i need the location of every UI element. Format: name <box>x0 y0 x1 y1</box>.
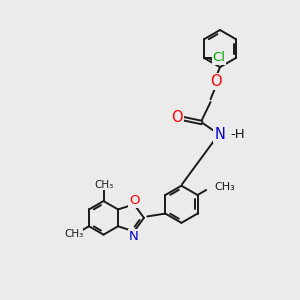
Text: O: O <box>210 74 221 89</box>
Text: CH₃: CH₃ <box>64 229 83 239</box>
Text: O: O <box>171 110 183 125</box>
Text: -H: -H <box>231 128 245 141</box>
Text: N: N <box>214 127 225 142</box>
Text: O: O <box>129 194 140 207</box>
Text: CH₃: CH₃ <box>214 182 235 192</box>
Text: Cl: Cl <box>213 51 226 64</box>
Text: N: N <box>129 230 139 242</box>
Text: CH₃: CH₃ <box>94 180 113 190</box>
